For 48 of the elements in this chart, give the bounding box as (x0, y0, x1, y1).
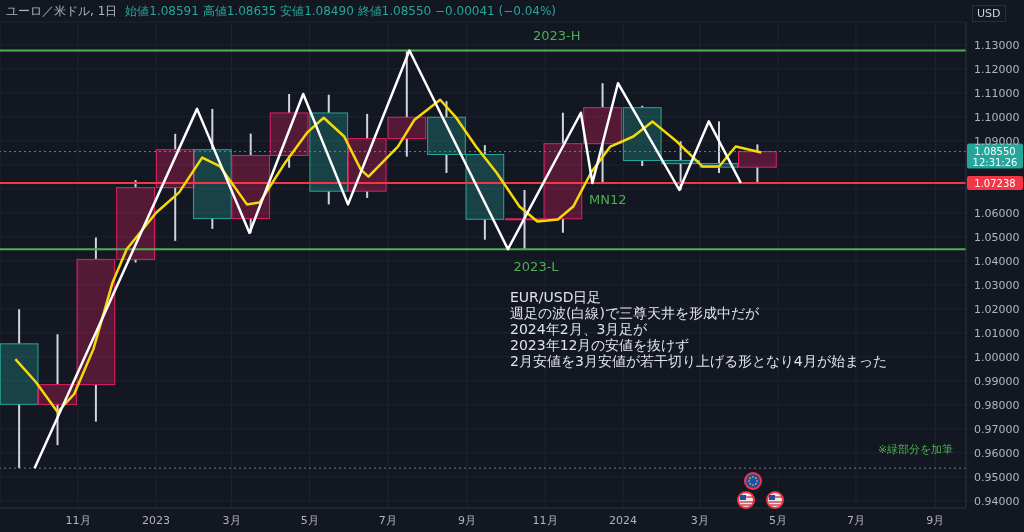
x-tick-label: 2023 (142, 513, 171, 527)
y-tick-label: 1.01000 (974, 326, 1020, 340)
y-tick-label: 1.02000 (974, 302, 1020, 316)
y-tick-label: 1.13000 (974, 38, 1020, 52)
x-tick-label: 5月 (300, 513, 319, 527)
y-axis-title: USD (972, 5, 1006, 22)
annotation: 2023-L (513, 258, 560, 274)
x-tick-label: 2024 (609, 513, 638, 527)
x-tick-label: 11月 (532, 513, 558, 527)
annotation: 2024年2月、3月足が (510, 321, 648, 338)
annotation: EUR/USD日足 (510, 289, 602, 306)
ref-line-label: 1.07238 (974, 178, 1016, 190)
y-tick-label: 1.04000 (974, 254, 1020, 268)
x-tick-label: 11月 (65, 513, 91, 527)
y-tick-label: 0.99000 (974, 374, 1020, 388)
x-tick-label: 3月 (690, 513, 709, 527)
candlestick (583, 82, 622, 185)
x-tick-label: 3月 (222, 513, 241, 527)
candlestick (543, 111, 583, 234)
y-tick-label: 1.00000 (974, 350, 1020, 364)
annotation: 2023年12月の安値を抜けず (510, 337, 690, 354)
chart-subtitle: 始値1.08591 高値1.08635 安値1.08490 終値1.08550 −0.00041 (−0.04%) (125, 4, 557, 18)
x-tick-label: 5月 (768, 513, 787, 527)
y-tick-label: 0.98000 (974, 398, 1020, 412)
chart-title: ユーロ／米ドル, 1日 (6, 4, 118, 18)
annotation: 週足の波(白線)で三尊天井を形成中だが (510, 305, 759, 322)
y-tick-label: 1.03000 (974, 278, 1020, 292)
x-tick-label: 7月 (378, 513, 397, 527)
y-tick-label: 1.11000 (974, 86, 1020, 100)
annotation: 2月安値を3月安値が若干切り上げる形となり4月が始まった (510, 353, 887, 370)
ref-line-label: 1.08550 12:31:26 (972, 145, 1018, 168)
annotation: 2023-H (533, 28, 581, 44)
y-tick-label: 0.95000 (974, 470, 1020, 484)
y-tick-label: 1.06000 (974, 206, 1020, 220)
candlestick (76, 236, 116, 423)
x-tick-label: 7月 (846, 513, 865, 527)
y-tick-label: 0.97000 (974, 422, 1020, 436)
annotation: ※緑部分を加筆 (878, 443, 954, 457)
y-tick-label: 0.96000 (974, 446, 1020, 460)
x-tick-label: 9月 (458, 513, 477, 527)
y-tick-label: 1.10000 (974, 110, 1020, 124)
candlestick (387, 49, 427, 158)
x-tick-label: 9月 (926, 513, 945, 527)
candlestick (0, 308, 39, 470)
annotation: MN12 (589, 192, 627, 208)
y-tick-label: 1.12000 (974, 62, 1020, 76)
y-tick-label: 0.94000 (974, 494, 1020, 508)
y-tick-label: 1.05000 (974, 230, 1020, 244)
